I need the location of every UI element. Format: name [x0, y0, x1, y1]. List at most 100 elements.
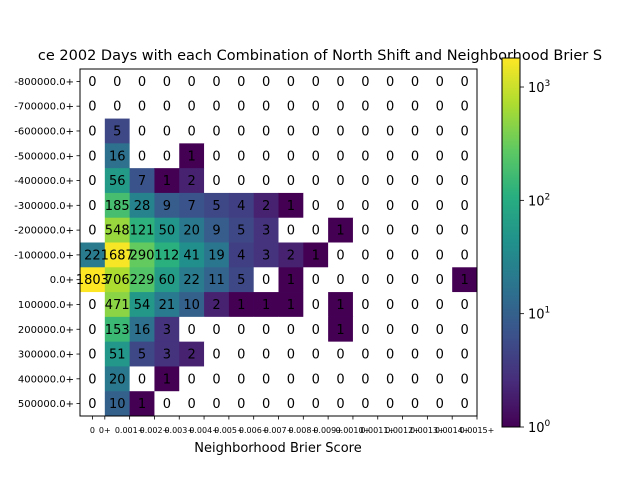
cell-value-label: 11 — [208, 273, 225, 288]
cell-value-label: 0 — [386, 149, 394, 164]
cell-value-label: 56 — [109, 174, 126, 189]
heatmap-cell — [80, 391, 106, 417]
heatmap-cell — [80, 366, 106, 392]
cell-value-label: 1 — [262, 298, 270, 313]
heatmap-cell — [303, 69, 329, 95]
heatmap-cell — [377, 267, 403, 293]
heatmap-cell — [228, 143, 255, 169]
cell-value-label: 0 — [312, 224, 320, 239]
heatmap-cell — [104, 168, 131, 194]
cell-value-label: 0 — [336, 273, 344, 288]
heatmap-cell — [352, 168, 379, 194]
heatmap-cell — [402, 217, 428, 243]
heatmap-cell — [179, 192, 205, 219]
cell-value-label: 21 — [159, 298, 176, 313]
cell-value-label: 0 — [361, 273, 369, 288]
cell-value-label: 7 — [188, 199, 196, 214]
cell-value-label: 290 — [130, 248, 155, 263]
x-axis-label: Neighborhood Brier Score — [194, 441, 361, 456]
cell-value-label: 0 — [163, 149, 171, 164]
heatmap-cell — [452, 242, 478, 268]
heatmap-cell — [278, 316, 304, 343]
heatmap-cell — [377, 341, 403, 367]
cell-value-label: 0 — [138, 75, 146, 90]
heatmap-cell — [303, 242, 329, 268]
heatmap-cell — [427, 69, 453, 95]
heatmap-cell — [328, 192, 354, 219]
cell-value-label: 0 — [287, 100, 295, 115]
y-tick-label: -300000.0+ — [14, 201, 74, 212]
cell-value-label: 0 — [88, 298, 96, 313]
heatmap-cell — [452, 391, 478, 417]
heatmap-cell — [129, 316, 155, 343]
heatmap-cell — [278, 267, 304, 293]
heatmap-cell — [278, 118, 304, 144]
heatmap-cell — [154, 69, 180, 95]
heatmap-cell — [278, 341, 304, 367]
heatmap-cell — [303, 93, 329, 119]
heatmap-cell — [179, 316, 205, 343]
colorbar-ticks: 100 101 102 103 — [520, 79, 551, 436]
cell-value-label: 0 — [361, 75, 369, 90]
heatmap-cell — [278, 366, 304, 392]
heatmap-cell — [129, 118, 155, 144]
heatmap-cell — [129, 292, 155, 318]
cell-value-label: 0 — [460, 298, 468, 313]
cell-value-label: 0 — [237, 174, 245, 189]
cell-value-label: 0 — [411, 273, 419, 288]
cell-value-label: 0 — [312, 372, 320, 387]
colorbar-tick-label: 101 — [528, 306, 550, 323]
heatmap-cell — [253, 118, 279, 144]
heatmap-cell — [179, 341, 205, 367]
cell-value-label: 0 — [361, 199, 369, 214]
cell-value-label: 0 — [336, 199, 344, 214]
cell-value-label: 0 — [287, 372, 295, 387]
heatmap-cell — [303, 192, 329, 219]
heatmap-cell — [303, 168, 329, 194]
cell-value-label: 0 — [312, 199, 320, 214]
cell-value-label: 0 — [188, 100, 196, 115]
heatmap-cell — [80, 69, 106, 95]
heatmap-cell — [253, 242, 279, 268]
x-tick-label: 0.0011+ — [360, 426, 395, 435]
heatmap-cell — [402, 267, 428, 293]
heatmap-cell — [80, 143, 106, 169]
heatmap-cell — [452, 143, 478, 169]
cell-value-label: 0 — [336, 372, 344, 387]
heatmap-cell — [104, 242, 131, 268]
heatmap-cell — [328, 93, 354, 119]
heatmap-cell — [328, 267, 354, 293]
cell-value-label: 0 — [312, 75, 320, 90]
heatmap-cell — [228, 366, 255, 392]
heatmap-cells — [80, 69, 478, 417]
heatmap-cell — [154, 316, 180, 343]
heatmap-cell — [154, 143, 180, 169]
heatmap-cell — [104, 366, 131, 392]
heatmap-cell — [452, 217, 478, 243]
heatmap-cell — [228, 118, 255, 144]
heatmap-cell — [427, 192, 453, 219]
cell-value-label: 1 — [287, 199, 295, 214]
cell-value-label: 10 — [183, 298, 200, 313]
cell-value-label: 0 — [436, 372, 444, 387]
x-tick-label: 0.0013+ — [410, 426, 445, 435]
heatmap-cell — [352, 366, 379, 392]
heatmap-cell — [328, 168, 354, 194]
heatmap-cell — [427, 143, 453, 169]
heatmap-cell — [129, 267, 155, 293]
cell-value-label: 22 — [183, 273, 200, 288]
cell-value-label: 548 — [105, 224, 130, 239]
cell-value-label: 5 — [237, 224, 245, 239]
heatmap-cell — [328, 242, 354, 268]
y-tick-label: -700000.0+ — [14, 102, 74, 113]
cell-value-label: 60 — [159, 273, 176, 288]
cell-value-label: 0 — [336, 100, 344, 115]
x-tick-label: 0.0010+ — [336, 426, 371, 435]
heatmap-cell — [80, 93, 106, 119]
cell-value-label: 1 — [188, 149, 196, 164]
y-tick-label: -800000.0+ — [14, 77, 74, 88]
cell-value-label: 185 — [105, 199, 130, 214]
cell-value-label: 0 — [411, 75, 419, 90]
heatmap-cell — [179, 143, 205, 169]
cell-value-label: 0 — [237, 100, 245, 115]
